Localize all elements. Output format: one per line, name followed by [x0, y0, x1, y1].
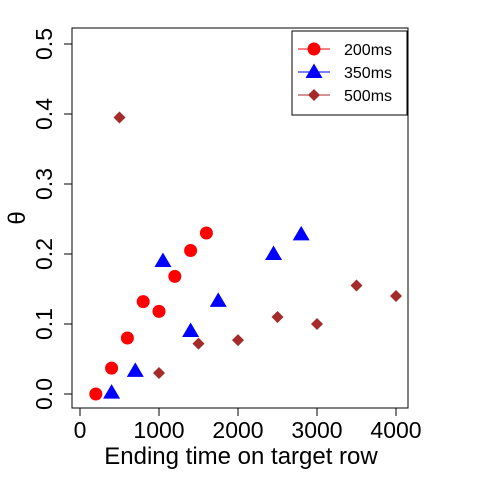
point-500ms — [113, 111, 126, 124]
point-200ms — [184, 244, 198, 257]
point-200ms — [199, 226, 213, 240]
legend-marker-500ms — [308, 89, 320, 101]
y-tick-label: 0.1 — [31, 308, 57, 340]
point-350ms — [154, 252, 172, 267]
legend-label-500ms: 500ms — [344, 88, 392, 105]
point-200ms — [152, 304, 166, 318]
point-200ms — [168, 269, 182, 283]
y-tick-label: 0.3 — [31, 168, 57, 200]
x-tick-label: 4000 — [370, 417, 421, 443]
y-axis-title: θ — [4, 211, 31, 224]
point-200ms — [136, 295, 150, 309]
point-200ms — [120, 331, 134, 345]
legend-marker-350ms — [305, 63, 323, 78]
point-500ms — [271, 311, 284, 323]
point-500ms — [390, 290, 402, 302]
point-350ms — [182, 322, 200, 337]
point-200ms — [89, 387, 103, 401]
legend: 200ms 350ms 500ms — [291, 30, 408, 116]
point-350ms — [265, 245, 283, 260]
x-axis-title: Ending time on target row — [104, 443, 378, 470]
x-axis: 0 1000 2000 3000 4000 — [74, 407, 422, 443]
data-points — [89, 111, 402, 401]
legend-marker-200ms — [307, 42, 321, 56]
point-500ms — [192, 337, 205, 350]
point-200ms — [105, 361, 119, 375]
point-350ms — [209, 292, 227, 307]
point-500ms — [311, 318, 323, 330]
point-500ms — [232, 334, 244, 347]
x-tick-label: 1000 — [133, 417, 184, 443]
legend-label-350ms: 350ms — [344, 65, 392, 82]
point-500ms — [153, 367, 165, 379]
y-tick-label: 0.5 — [31, 28, 57, 60]
point-500ms — [350, 279, 363, 292]
y-tick-label: 0.2 — [31, 238, 57, 270]
x-tick-label: 2000 — [212, 417, 263, 443]
x-tick-label: 3000 — [291, 417, 342, 443]
y-axis: 0.0 0.1 0.2 0.3 0.4 0.5 — [31, 28, 73, 410]
legend-label-200ms: 200ms — [344, 42, 392, 59]
x-tick-label: 0 — [74, 417, 87, 443]
y-tick-label: 0.0 — [31, 378, 57, 410]
point-350ms — [126, 362, 144, 377]
point-350ms — [292, 225, 310, 241]
y-tick-label: 0.4 — [31, 98, 57, 130]
point-350ms — [103, 384, 121, 399]
